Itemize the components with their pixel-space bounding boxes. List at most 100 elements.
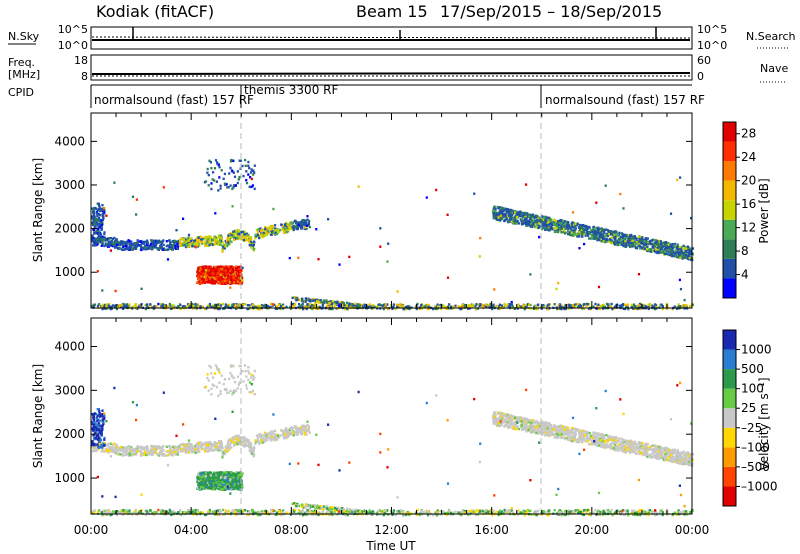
velocity-point <box>112 449 115 452</box>
power-point <box>239 273 242 276</box>
power-point <box>169 241 172 244</box>
velocity-point <box>285 427 288 430</box>
power-point <box>392 305 395 309</box>
power-point <box>376 305 379 309</box>
power-point <box>207 184 210 187</box>
power-point <box>548 218 551 221</box>
power-point <box>219 184 222 187</box>
power-point <box>667 253 670 256</box>
power-point <box>96 219 99 222</box>
power-point <box>518 210 521 214</box>
power-point <box>415 307 418 311</box>
power-point <box>553 303 556 306</box>
power-point <box>621 303 625 306</box>
power-point <box>589 230 592 234</box>
power-point <box>637 273 641 276</box>
velocity-scatter <box>91 364 695 517</box>
velocity-point <box>140 454 143 457</box>
power-point <box>239 268 242 271</box>
power-point <box>205 238 208 241</box>
power-point <box>98 204 101 208</box>
power-point <box>602 303 605 307</box>
power-point <box>588 231 591 235</box>
power-point <box>636 307 639 311</box>
power-point <box>285 221 288 225</box>
power-point <box>301 305 304 308</box>
power-point <box>459 305 462 309</box>
power-point <box>215 180 218 183</box>
power-point <box>682 254 685 257</box>
power-point <box>212 274 215 277</box>
power-point <box>534 223 537 226</box>
power-point <box>591 236 594 239</box>
power-point <box>97 232 100 236</box>
power-point <box>219 265 222 268</box>
power-point <box>487 304 490 307</box>
power-point <box>504 304 507 307</box>
power-point <box>383 303 386 307</box>
power-point <box>168 239 171 242</box>
power-point <box>135 213 138 216</box>
power-point <box>661 248 664 251</box>
power-point <box>648 302 651 306</box>
velocity-point <box>124 449 127 452</box>
power-point <box>550 218 553 221</box>
power-point <box>350 305 353 309</box>
power-point <box>213 242 217 246</box>
velocity-point <box>209 441 212 444</box>
power-point <box>109 241 112 244</box>
velocity-point <box>179 447 182 451</box>
power-point <box>98 231 102 234</box>
velocity-point <box>261 441 264 444</box>
power-point <box>256 231 259 234</box>
power-point <box>508 303 511 306</box>
power-point <box>675 255 678 258</box>
velocity-point <box>117 446 120 449</box>
power-point <box>691 303 694 307</box>
power-point <box>216 162 219 166</box>
power-point <box>234 281 237 285</box>
power-point <box>260 233 263 236</box>
power-point <box>601 233 604 237</box>
power-point <box>198 244 201 248</box>
power-point <box>596 235 599 238</box>
velocity-point <box>272 437 275 440</box>
power-point <box>386 260 389 263</box>
power-point <box>536 218 540 221</box>
power-point <box>203 267 206 270</box>
power-point <box>578 247 581 250</box>
power-point <box>632 307 635 310</box>
power-point <box>577 305 580 309</box>
power-point <box>258 304 261 308</box>
power-point <box>597 303 600 306</box>
power-point <box>655 306 658 309</box>
power-point <box>113 181 116 184</box>
power-point <box>635 242 638 245</box>
power-point <box>304 224 307 227</box>
velocity-point <box>169 448 172 451</box>
power-point <box>308 225 311 229</box>
power-point <box>95 220 98 223</box>
power-point <box>581 227 585 230</box>
power-point <box>222 265 226 269</box>
power-point <box>247 160 250 164</box>
power-point <box>489 302 492 306</box>
velocity-point <box>187 451 190 454</box>
velocity-point <box>290 432 293 436</box>
power-point <box>536 307 539 310</box>
power-point <box>533 219 536 222</box>
velocity-point <box>287 434 290 437</box>
power-point <box>99 233 103 236</box>
power-point <box>646 245 649 249</box>
power-point <box>581 305 584 308</box>
power-point <box>232 270 235 273</box>
velocity-point <box>256 436 259 440</box>
power-point <box>580 226 583 229</box>
power-point <box>497 305 500 308</box>
power-point <box>122 245 125 248</box>
power-point <box>210 305 213 309</box>
power-point <box>252 243 255 246</box>
power-point <box>297 298 300 302</box>
power-point <box>226 237 229 240</box>
power-point <box>213 279 216 282</box>
